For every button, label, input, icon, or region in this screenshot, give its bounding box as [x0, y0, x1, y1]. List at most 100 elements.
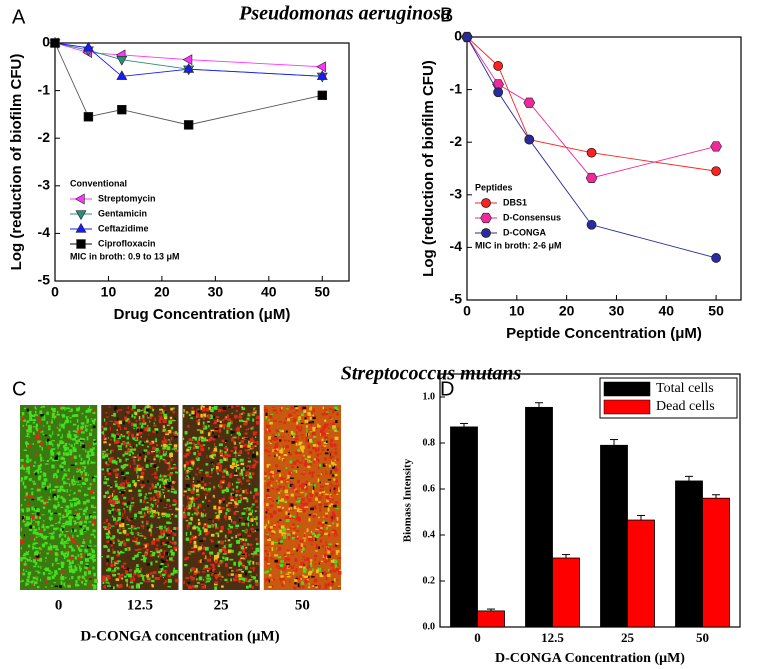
speckle — [274, 554, 278, 556]
speckle — [235, 490, 239, 492]
speckle — [225, 447, 227, 451]
speckle — [70, 557, 74, 561]
speckle — [111, 415, 114, 416]
speckle — [324, 485, 327, 486]
speckle — [79, 520, 82, 521]
speckle — [130, 518, 133, 520]
speckle — [21, 528, 22, 532]
speckle — [50, 519, 51, 521]
speckle — [311, 475, 313, 477]
speckle — [21, 504, 22, 506]
speckle — [208, 423, 210, 424]
speckle — [52, 443, 53, 446]
speckle — [198, 453, 201, 456]
speckle — [183, 513, 187, 516]
speckle — [252, 510, 253, 513]
speckle — [79, 565, 81, 569]
speckle — [168, 490, 170, 492]
speckle — [45, 561, 46, 562]
speckle — [302, 586, 305, 587]
y-tick-label: 0.2 — [423, 575, 436, 586]
speckle — [236, 486, 238, 489]
speckle — [245, 529, 248, 532]
speckle — [38, 475, 41, 478]
speckle — [331, 444, 334, 448]
speckle — [231, 450, 234, 452]
speckle — [62, 498, 64, 500]
speckle — [218, 435, 221, 436]
speckle — [323, 407, 324, 410]
speckle — [283, 486, 285, 490]
speckle — [106, 449, 108, 450]
marker — [524, 98, 535, 108]
speckle — [172, 473, 173, 475]
speckle — [164, 475, 167, 477]
speckle — [133, 459, 135, 462]
speckle — [326, 464, 327, 465]
speckle — [230, 496, 232, 498]
speckle — [231, 499, 234, 501]
speckle — [223, 407, 226, 410]
speckle — [236, 498, 237, 499]
speckle — [185, 443, 187, 446]
speckle — [335, 487, 338, 491]
speckle — [114, 568, 116, 572]
speckle — [196, 475, 198, 476]
speckle — [222, 424, 226, 427]
speckle — [323, 516, 325, 517]
speckle — [319, 529, 322, 531]
speckle — [168, 420, 172, 424]
speckle — [231, 434, 232, 436]
speckle — [329, 465, 331, 468]
speckle — [231, 405, 233, 408]
speckle — [23, 481, 25, 485]
speckle — [46, 553, 49, 555]
speckle — [215, 524, 217, 528]
speckle — [269, 490, 271, 491]
speckle — [326, 440, 328, 442]
speckle — [33, 426, 36, 427]
speckle — [44, 417, 45, 420]
legend-marker — [76, 224, 86, 233]
speckle — [278, 479, 279, 481]
speckle — [156, 454, 159, 457]
speckle — [102, 455, 105, 458]
speckle — [311, 411, 313, 414]
speckle — [76, 471, 79, 472]
speckle — [108, 497, 110, 498]
speckle — [300, 564, 302, 565]
speckle — [279, 439, 281, 441]
speckle — [226, 508, 228, 511]
speckle — [160, 530, 162, 533]
speckle — [268, 513, 272, 514]
speckle — [253, 452, 254, 453]
speckle — [264, 526, 266, 529]
speckle — [218, 502, 219, 503]
speckle — [76, 468, 78, 469]
speckle — [235, 575, 238, 578]
speckle — [36, 434, 40, 437]
speckle — [23, 538, 25, 539]
speckle — [307, 528, 309, 532]
speckle — [125, 570, 128, 574]
speckle — [334, 429, 336, 432]
speckle — [218, 519, 220, 521]
speckle — [116, 510, 120, 511]
speckle — [138, 490, 141, 493]
speckle — [163, 425, 165, 428]
speckle — [249, 579, 253, 580]
speckle — [121, 519, 124, 522]
speckle — [196, 468, 198, 470]
speckle — [256, 543, 259, 545]
speckle — [166, 514, 170, 518]
speckle — [215, 512, 217, 513]
speckle — [92, 447, 94, 449]
speckle — [81, 581, 83, 584]
speckle — [69, 494, 71, 496]
speckle — [121, 574, 122, 577]
speckle — [108, 437, 109, 438]
micrograph — [264, 405, 342, 590]
speckle — [186, 461, 189, 465]
speckle — [87, 451, 89, 454]
speckle — [300, 540, 303, 542]
